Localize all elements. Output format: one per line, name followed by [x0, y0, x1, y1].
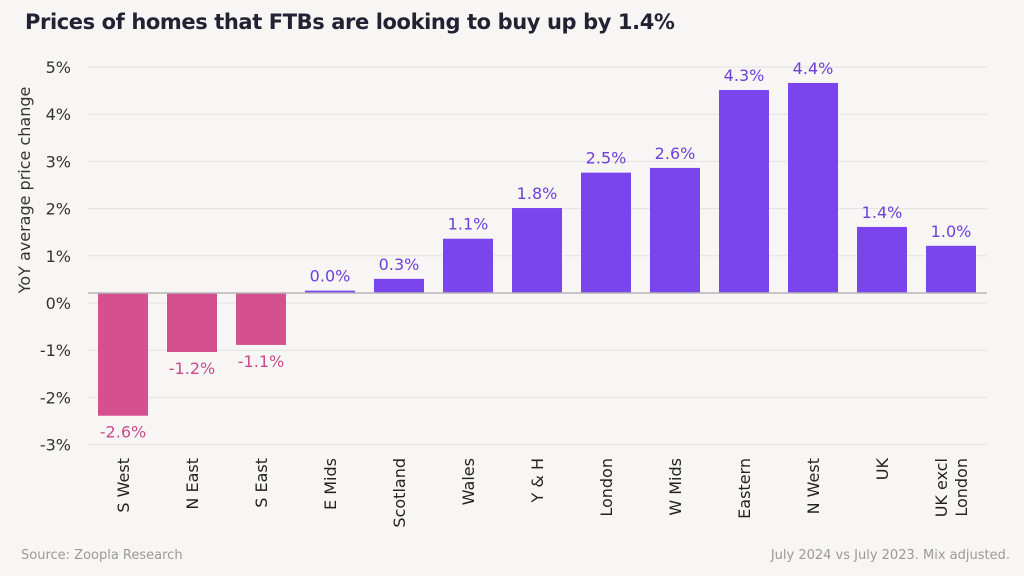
- x-tick-label: London: [597, 458, 616, 517]
- data-label: 1.0%: [931, 222, 972, 241]
- y-axis-label: YoY average price change: [15, 87, 34, 295]
- x-tick-line: N West: [804, 458, 823, 514]
- data-labels: -2.6% -1.2% -1.1% 0.0% 0.3% 1.1% 1.8% 2.5% 2.6% 4…: [100, 59, 972, 442]
- bar: [650, 167, 700, 293]
- x-tick-label: S West: [114, 458, 133, 513]
- x-axis-ticks: S West N East S East E Mids Scotland Wales Y &…: [114, 457, 971, 527]
- x-tick-line: Wales: [459, 458, 478, 505]
- x-tick-line: Scotland: [390, 458, 409, 528]
- x-tick-label: Y & H: [528, 458, 547, 503]
- x-tick-line: London: [597, 458, 616, 517]
- x-tick-line: Y & H: [528, 458, 547, 503]
- x-tick-line: UK excl: [932, 458, 951, 517]
- x-tick-line: S West: [114, 458, 133, 513]
- bar: [443, 238, 493, 293]
- data-label: 4.3%: [724, 66, 765, 85]
- x-tick-label: Scotland: [390, 458, 409, 528]
- x-tick-line: UK: [873, 457, 892, 480]
- bar: [857, 226, 907, 293]
- x-tick-line: N East: [183, 458, 202, 510]
- y-tick-label: -2%: [40, 388, 71, 407]
- bar: [305, 290, 355, 293]
- bar: [98, 293, 148, 416]
- bar: [926, 245, 976, 293]
- x-tick-label: N West: [804, 458, 823, 514]
- data-label: 1.1%: [448, 215, 489, 234]
- data-label: 0.0%: [310, 267, 351, 286]
- data-label: 1.4%: [862, 203, 903, 222]
- y-tick-label: 1%: [46, 247, 71, 266]
- data-label: -2.6%: [100, 423, 146, 442]
- y-tick-label: -1%: [40, 341, 71, 360]
- x-tick-label: Wales: [459, 458, 478, 505]
- x-tick-label: Eastern: [735, 458, 754, 519]
- y-tick-label: -3%: [40, 436, 71, 455]
- data-label: 0.3%: [379, 255, 420, 274]
- gridlines: [88, 66, 987, 446]
- data-label: -1.2%: [169, 359, 215, 378]
- source-note: Source: Zoopla Research: [21, 548, 183, 563]
- data-label: 2.5%: [586, 149, 627, 168]
- x-tick-label: E Mids: [321, 458, 340, 510]
- x-tick-line: W Mids: [666, 458, 685, 516]
- data-label: -1.1%: [238, 352, 284, 371]
- bars: [98, 82, 976, 416]
- date-note: July 2024 vs July 2023. Mix adjusted.: [770, 548, 1010, 563]
- y-tick-label: 0%: [46, 294, 71, 313]
- x-tick-label: N East: [183, 458, 202, 510]
- chart-title: Prices of homes that FTBs are looking to…: [25, 10, 675, 34]
- x-tick-line: Eastern: [735, 458, 754, 519]
- y-tick-label: 5%: [46, 58, 71, 77]
- y-axis-ticks: 5% 4% 3% 2% 1% 0% -1% -2% -3%: [40, 58, 71, 455]
- x-tick-label: UK excl London: [932, 458, 971, 517]
- data-label: 2.6%: [655, 144, 696, 163]
- bar: [788, 82, 838, 294]
- x-tick-line: London: [952, 458, 971, 517]
- y-tick-label: 4%: [46, 105, 71, 124]
- bar: [581, 172, 631, 293]
- data-label: 1.8%: [517, 184, 558, 203]
- bar: [167, 293, 217, 352]
- bar: [512, 208, 562, 293]
- x-tick-label: UK: [873, 457, 892, 480]
- bar: [374, 278, 424, 293]
- data-label: 4.4%: [793, 59, 834, 78]
- bar: [236, 293, 286, 345]
- y-tick-label: 2%: [46, 200, 71, 219]
- x-tick-line: E Mids: [321, 458, 340, 510]
- x-tick-label: S East: [252, 458, 271, 508]
- x-tick-label: W Mids: [666, 458, 685, 516]
- y-tick-label: 3%: [46, 152, 71, 171]
- x-tick-line: S East: [252, 458, 271, 508]
- bar: [719, 90, 769, 293]
